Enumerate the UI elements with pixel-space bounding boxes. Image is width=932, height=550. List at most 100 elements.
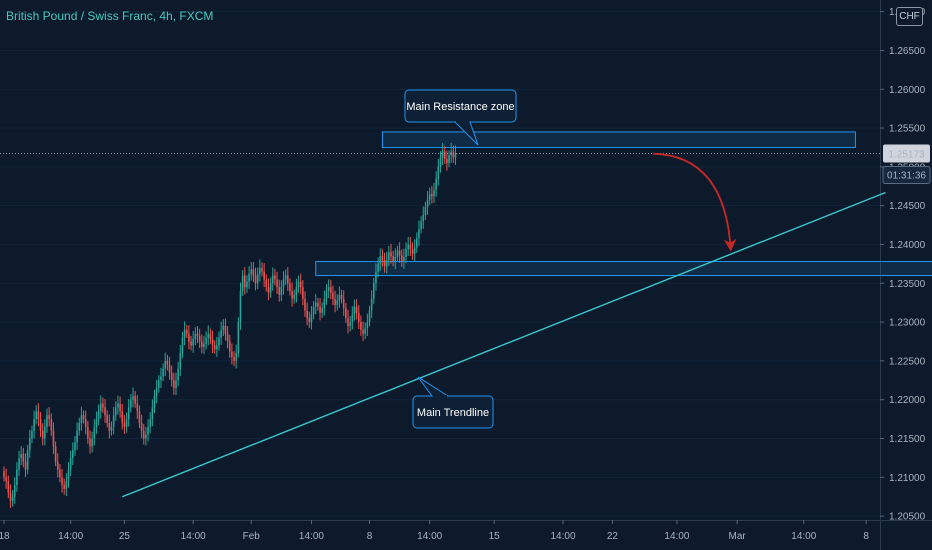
- trendline-callout[interactable]: Main Trendline: [412, 376, 494, 429]
- x-tick-label: 14:00: [664, 531, 689, 542]
- trendline: [121, 191, 886, 498]
- candle-body: [170, 372, 173, 381]
- candle-body: [142, 430, 145, 439]
- candle-body: [140, 422, 143, 431]
- candle-body: [364, 328, 366, 334]
- candle-body: [89, 438, 91, 447]
- candle-body: [3, 471, 5, 478]
- candle-body: [252, 269, 255, 276]
- candle-body: [375, 271, 377, 284]
- candle-body: [392, 256, 394, 262]
- candle-body: [327, 287, 330, 292]
- x-tick-label: 22: [607, 531, 619, 542]
- candle-body: [112, 415, 115, 427]
- candle-body: [26, 450, 29, 470]
- candle-body: [13, 485, 16, 497]
- currency-badge[interactable]: CHF: [896, 7, 923, 26]
- resistance-callout[interactable]: Main Resistance zone: [404, 89, 517, 146]
- candle-body: [446, 159, 448, 163]
- candle-body: [9, 492, 12, 501]
- candle-body: [405, 249, 407, 257]
- candle-body: [164, 360, 167, 369]
- candle-body: [102, 403, 104, 408]
- candle-body: [41, 430, 44, 439]
- candle-body: [310, 314, 313, 323]
- candle-body: [87, 426, 89, 439]
- candle-body: [241, 275, 244, 292]
- candle-body: [312, 306, 315, 315]
- candle-body: [181, 337, 184, 354]
- candle-body: [274, 275, 276, 280]
- candle-body: [205, 337, 207, 344]
- candle-body: [132, 395, 134, 400]
- x-tick-label: 8: [367, 531, 373, 542]
- candle-body: [271, 275, 274, 284]
- x-tick-label: 14:00: [791, 531, 816, 542]
- candle-body: [222, 325, 225, 330]
- current-price-tag[interactable]: 1.25173 01:31:36: [882, 144, 931, 184]
- candle-body: [175, 380, 177, 389]
- countdown-value: 01:31:36: [887, 170, 926, 181]
- candle-body: [246, 281, 248, 288]
- candle-body: [360, 322, 362, 330]
- candle-body: [194, 333, 197, 340]
- candle-body: [403, 256, 405, 262]
- candle-body: [448, 155, 450, 163]
- candle-body: [91, 438, 93, 447]
- candle-body: [308, 318, 311, 323]
- candle-body: [166, 360, 169, 365]
- candle-body: [33, 419, 35, 431]
- candle-body: [158, 380, 160, 389]
- price-tag-value: 1.25173: [888, 149, 925, 160]
- zone-box: [381, 131, 856, 148]
- candle-body: [381, 256, 384, 260]
- candle-body: [233, 357, 235, 361]
- y-tick-label: 1.21000: [889, 473, 926, 484]
- candle-body: [104, 407, 106, 416]
- x-tick-label: 15: [489, 531, 501, 542]
- candle-body: [321, 308, 323, 313]
- candle-body: [44, 426, 46, 439]
- callout-tail: [454, 121, 479, 146]
- candle-body: [351, 314, 354, 323]
- candle-body: [398, 250, 401, 256]
- candle-body: [82, 415, 85, 420]
- y-tick-label: 1.26000: [889, 85, 926, 96]
- candle-body: [147, 426, 149, 435]
- candle-body: [211, 339, 214, 346]
- candle-body: [362, 329, 364, 334]
- candle-body: [263, 271, 265, 280]
- candle-body: [188, 333, 190, 342]
- candle-body: [160, 376, 162, 381]
- candle-body: [190, 341, 192, 346]
- x-tick-label: 14:00: [417, 531, 442, 542]
- candle-body: [216, 345, 218, 350]
- candle-body: [198, 336, 201, 342]
- callout-label: Main Trendline: [417, 407, 489, 419]
- candle-body: [138, 411, 141, 423]
- candle-body: [269, 283, 272, 293]
- candle-body: [173, 380, 175, 389]
- countdown-bg: [882, 165, 931, 184]
- candle-body: [428, 194, 431, 200]
- y-tick-label: 1.21500: [889, 434, 926, 445]
- x-tick-label: Mar: [729, 531, 747, 542]
- candle-body: [52, 430, 55, 447]
- candle-body: [130, 399, 132, 408]
- candle-body: [80, 415, 83, 423]
- annotation-layer: Main Resistance zone Main Trendline: [0, 89, 886, 498]
- candle-body: [37, 411, 40, 420]
- candle-body: [192, 339, 194, 346]
- candle-body: [390, 252, 392, 257]
- y-tick-label: 1.20500: [889, 512, 926, 523]
- candle-body: [325, 291, 328, 299]
- candle-body: [168, 364, 171, 373]
- y-tick-label: 1.23000: [889, 318, 926, 329]
- candle-body: [265, 279, 268, 288]
- candle-body: [353, 306, 356, 315]
- x-tick-label: 14:00: [299, 531, 324, 542]
- time-axis[interactable]: 18 14:00 25 14:00 Feb 14:00 8 14:00 15 14:00 22 14:…: [0, 520, 869, 542]
- candle-body: [95, 419, 98, 427]
- price-tag-bg: [883, 144, 930, 163]
